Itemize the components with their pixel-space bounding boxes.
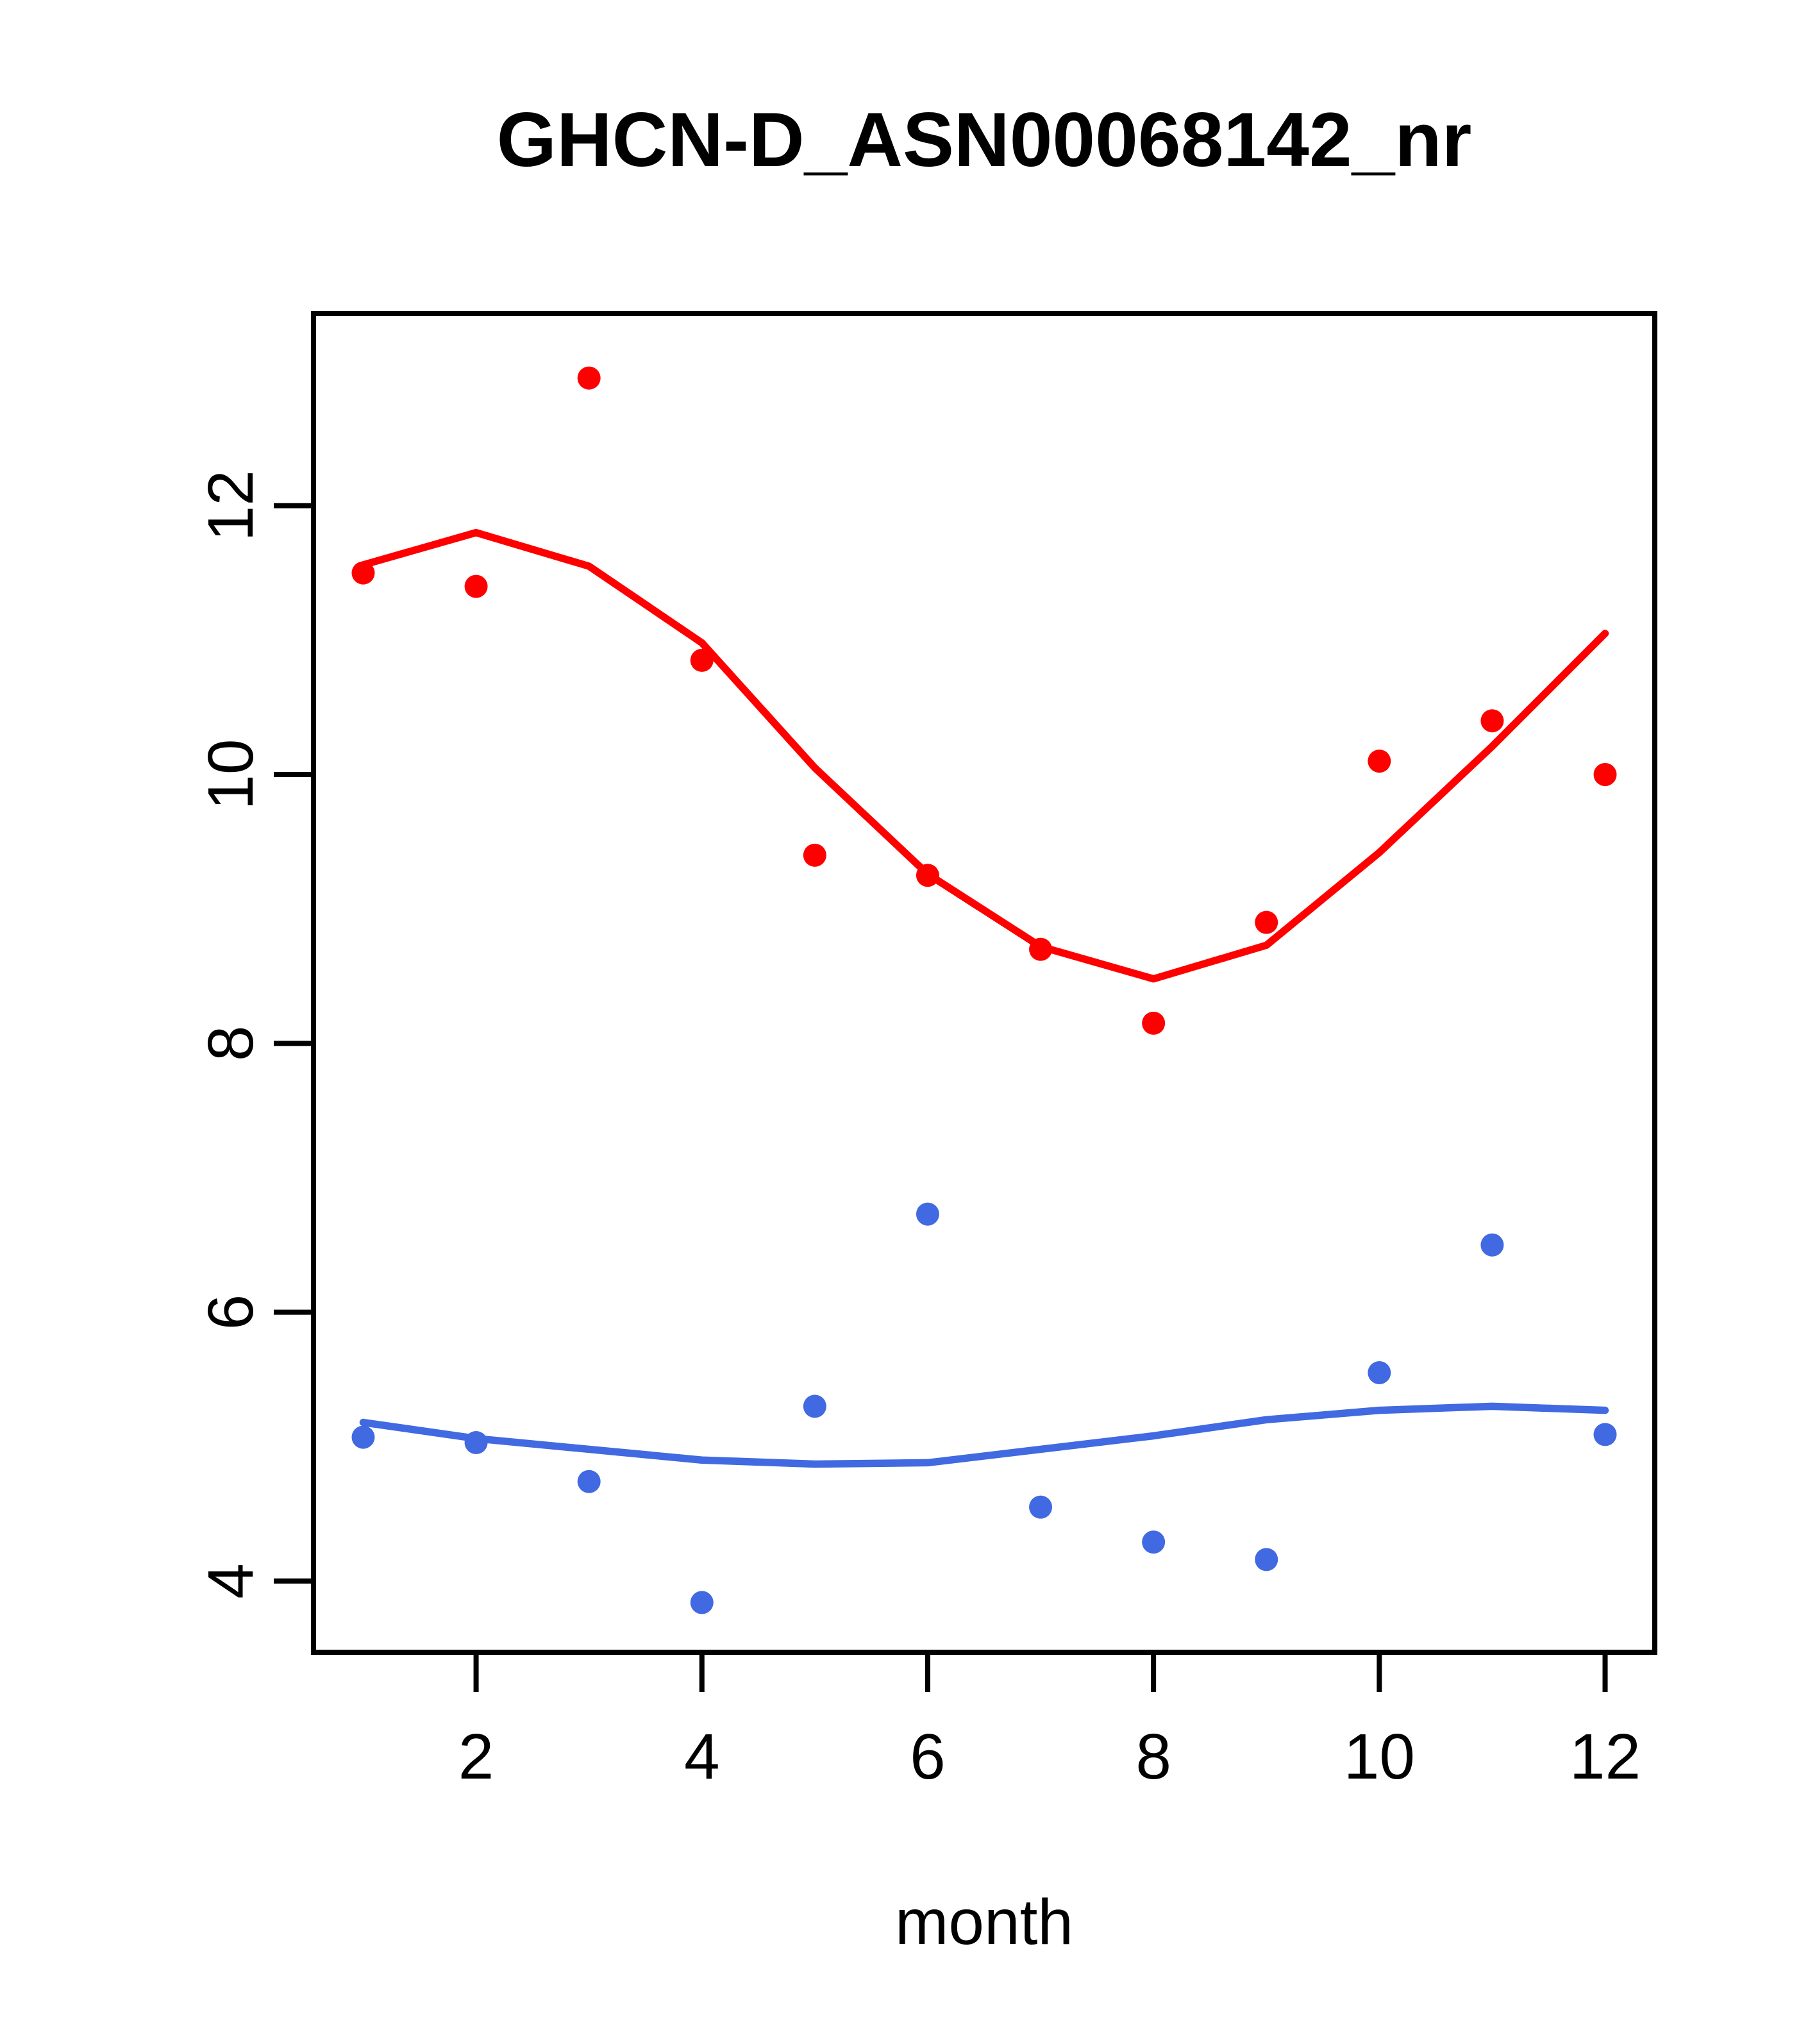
x-tick-label: 6	[910, 1721, 946, 1793]
red-point	[351, 561, 375, 585]
x-tick-label: 8	[1135, 1721, 1171, 1793]
red-point	[1029, 937, 1053, 961]
blue-point	[1368, 1361, 1391, 1384]
red-point	[1368, 750, 1391, 773]
blue-point	[577, 1470, 601, 1493]
blue-point	[690, 1591, 714, 1614]
y-tick-label: 10	[195, 739, 267, 810]
x-axis-label: month	[895, 1886, 1073, 1958]
blue-point	[1029, 1495, 1053, 1519]
y-tick-label: 8	[195, 1026, 267, 1062]
red-point	[803, 843, 826, 867]
red-lowess-line	[359, 528, 1609, 983]
chart-title: GHCN-D_ASN00068142_nr	[496, 97, 1472, 183]
red-point	[916, 864, 939, 887]
blue-point	[803, 1395, 826, 1418]
red-point	[577, 366, 601, 390]
blue-point	[464, 1430, 488, 1454]
blue-point	[1593, 1423, 1617, 1446]
red-point	[1593, 763, 1617, 787]
blue-point	[916, 1202, 939, 1226]
red-point	[1255, 910, 1278, 934]
x-tick-label: 10	[1344, 1721, 1415, 1793]
x-tick-label: 2	[458, 1721, 494, 1793]
plot-border	[311, 311, 1657, 1655]
red-point	[1480, 709, 1504, 733]
y-tick-label: 12	[195, 470, 267, 541]
x-tick-label: 12	[1570, 1721, 1641, 1793]
x-tick-label: 4	[684, 1721, 720, 1793]
blue-point	[351, 1425, 375, 1449]
y-tick-label: 6	[195, 1294, 267, 1330]
blue-point	[1480, 1233, 1504, 1257]
blue-point	[1142, 1530, 1166, 1554]
y-tick-label: 4	[195, 1563, 267, 1599]
blue-point	[1255, 1548, 1278, 1571]
red-point	[690, 648, 714, 672]
blue-lowess-line	[359, 1402, 1609, 1468]
red-point	[1142, 1011, 1166, 1035]
red-point	[464, 574, 488, 598]
